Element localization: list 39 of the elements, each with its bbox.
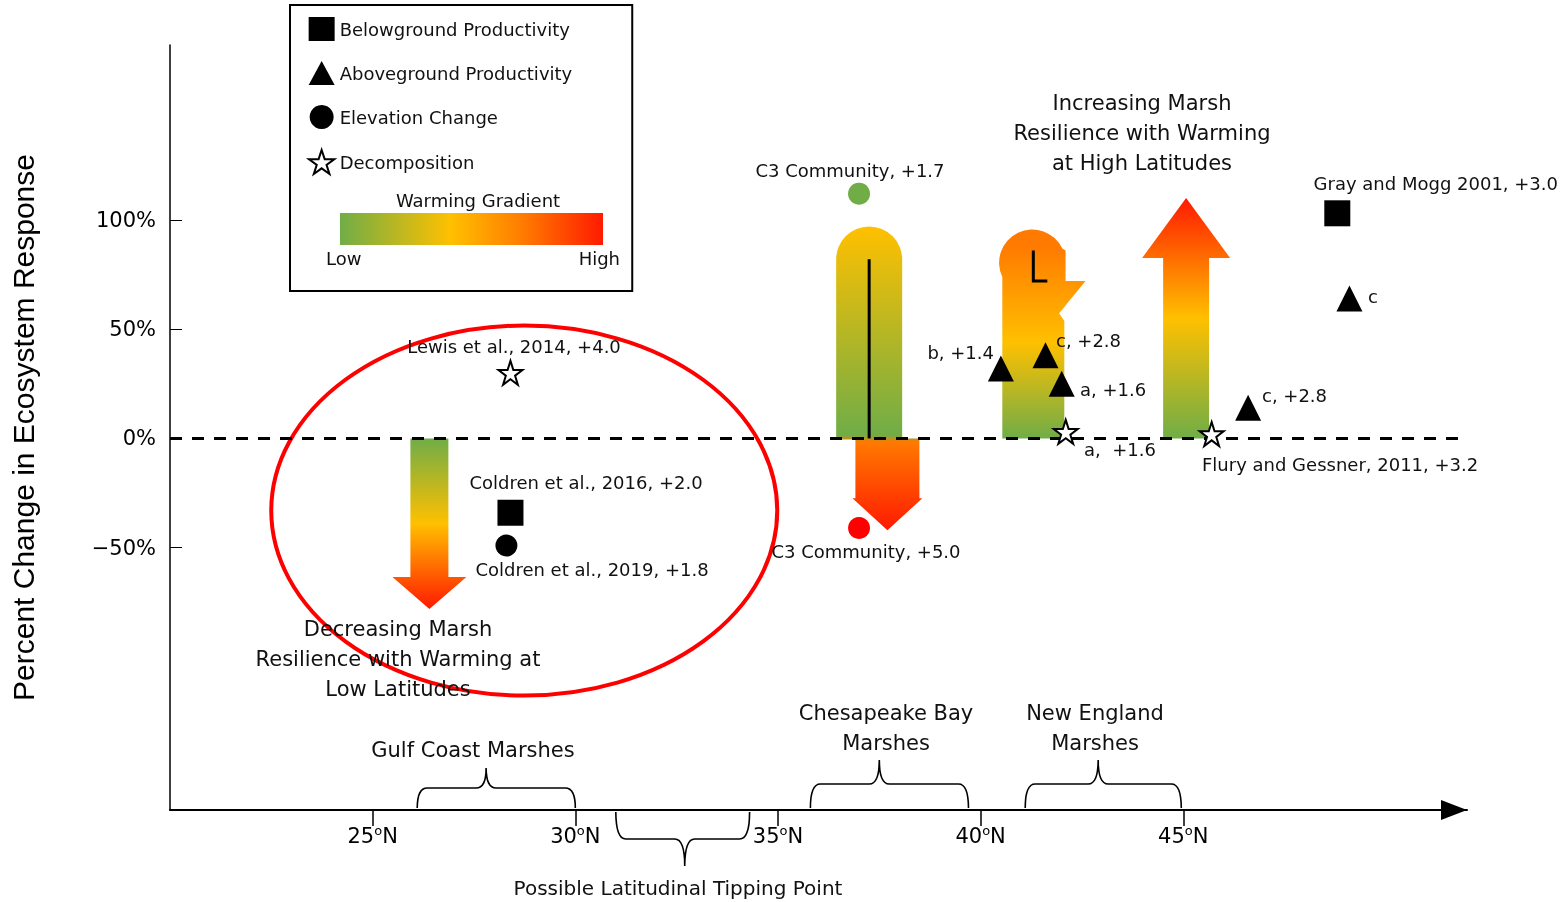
annotation: High	[578, 247, 620, 269]
annotation: Low	[326, 247, 362, 269]
legend-label: Aboveground Productivity	[339, 62, 573, 84]
point	[497, 499, 524, 526]
annotation: a, +1.6	[1080, 378, 1147, 400]
annotation: a, +1.6	[1084, 438, 1156, 460]
point	[848, 182, 871, 205]
annotation: C3 Community, +5.0	[771, 540, 961, 562]
annotation: Gulf Coast Marshes	[371, 738, 575, 762]
annotation: Gray and Mogg 2001, +3.0	[1313, 172, 1558, 194]
point	[1032, 342, 1059, 369]
point	[1336, 285, 1363, 312]
annotation: c	[1368, 285, 1378, 307]
annotation: b, +1.4	[927, 341, 994, 363]
y-tick-label: 50%	[109, 317, 156, 342]
y-tick-label: 100%	[95, 207, 156, 232]
y-tick-label: 0%	[122, 426, 156, 451]
legend-label: Belowground Productivity	[339, 18, 571, 40]
annotation: C3 Community, +1.7	[755, 159, 945, 181]
point	[495, 357, 526, 388]
annotation: Chesapeake Bay Marshes	[798, 701, 974, 755]
y-axis-title: Percent Change in Ecosystem Response	[6, 154, 40, 701]
annotation: New England Marshes	[1026, 701, 1164, 755]
annotation: Increasing Marsh Resilience with Warming at High Latitudes	[1013, 91, 1271, 175]
annotation: Coldren et al., 2016, +2.0	[469, 471, 703, 493]
point	[848, 517, 871, 540]
point	[1235, 394, 1262, 421]
legend-label: Elevation Change	[339, 106, 498, 128]
point	[1048, 370, 1075, 397]
annotation: Flury and Gessner, 2011, +3.2	[1202, 453, 1479, 475]
annotation: c, +2.8	[1262, 384, 1328, 406]
annotation: Coldren et al., 2019, +1.8	[475, 558, 709, 580]
point	[1324, 200, 1351, 227]
y-tick-label: −50%	[91, 535, 156, 560]
text: Possible Latitudinal Tipping Point	[513, 876, 843, 900]
point	[1051, 416, 1081, 447]
annotation: Lewis et al., 2014, +4.0	[407, 335, 621, 357]
legend-label: Decomposition	[339, 151, 475, 173]
annotation: Warming Gradient	[395, 189, 561, 211]
